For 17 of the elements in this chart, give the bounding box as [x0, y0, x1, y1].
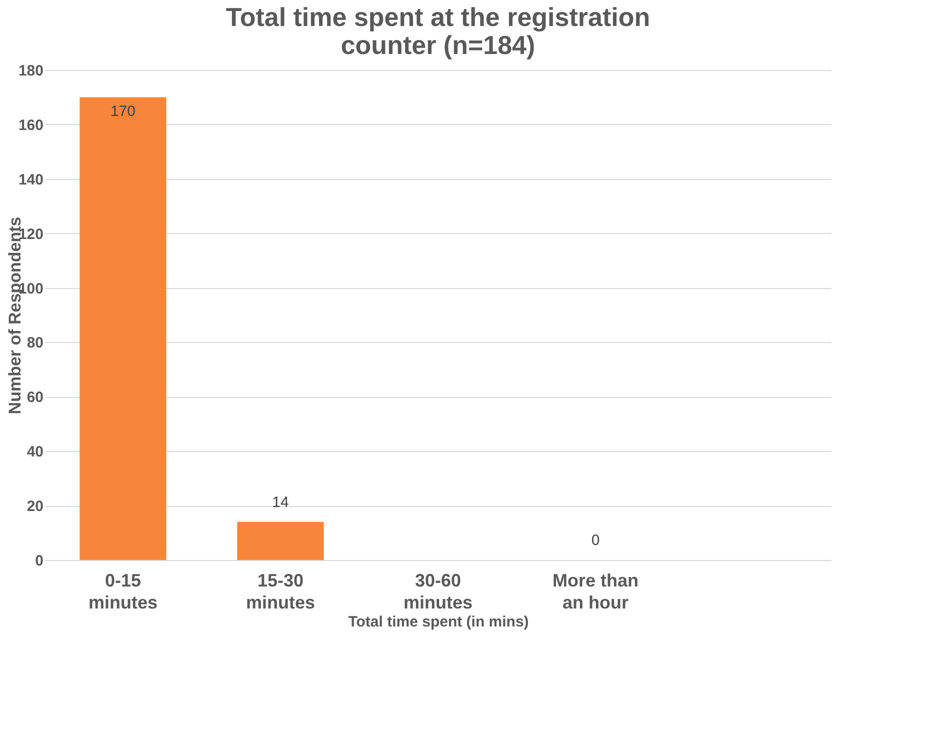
- data-label: 0: [591, 532, 600, 549]
- x-tick-label: More than an hour: [552, 570, 639, 612]
- y-tick-label: 160: [18, 116, 44, 134]
- y-tick-label: 80: [26, 334, 44, 352]
- y-tick-label: 20: [26, 498, 44, 516]
- x-tick-label: 15-30 minutes: [246, 570, 315, 612]
- x-tick-label: 30-60 minutes: [403, 570, 473, 612]
- y-tick-label: 40: [26, 444, 44, 461]
- y-tick-label: 140: [18, 171, 44, 188]
- chart-title: Total time spent at the registration counter (n=184): [226, 2, 650, 60]
- y-tick-label: 0: [35, 552, 44, 570]
- y-tick-label: 180: [18, 62, 44, 80]
- x-tick-label: 0-15 minutes: [88, 570, 158, 612]
- x-axis-title: Total time spent (in mins): [348, 614, 529, 630]
- data-label: 14: [272, 494, 289, 511]
- data-label: 170: [110, 103, 136, 120]
- y-tick-label: 60: [26, 389, 44, 406]
